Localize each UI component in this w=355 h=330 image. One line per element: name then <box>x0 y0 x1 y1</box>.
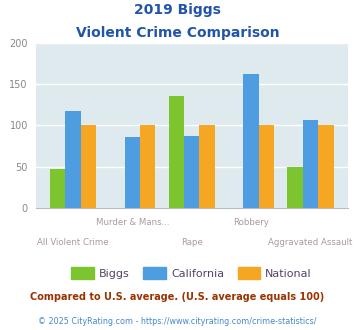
Bar <box>318 124 334 208</box>
Legend: Biggs, California, National: Biggs, California, National <box>67 263 316 283</box>
Text: Murder & Mans...: Murder & Mans... <box>95 218 169 227</box>
Bar <box>259 124 274 208</box>
Bar <box>50 169 65 208</box>
Bar <box>303 120 318 208</box>
Bar <box>184 136 200 208</box>
Bar <box>244 74 259 208</box>
Bar <box>81 124 96 208</box>
Text: Rape: Rape <box>181 238 203 247</box>
Bar <box>200 124 215 208</box>
Text: Aggravated Assault: Aggravated Assault <box>268 238 353 247</box>
Bar <box>169 96 184 208</box>
Text: All Violent Crime: All Violent Crime <box>37 238 109 247</box>
Text: Robbery: Robbery <box>233 218 269 227</box>
Bar <box>287 168 303 208</box>
Bar <box>140 124 155 208</box>
Bar <box>65 111 81 208</box>
Text: © 2025 CityRating.com - https://www.cityrating.com/crime-statistics/: © 2025 CityRating.com - https://www.city… <box>38 317 317 326</box>
Text: Violent Crime Comparison: Violent Crime Comparison <box>76 26 279 40</box>
Text: 2019 Biggs: 2019 Biggs <box>134 3 221 17</box>
Text: Compared to U.S. average. (U.S. average equals 100): Compared to U.S. average. (U.S. average … <box>31 292 324 302</box>
Bar <box>125 137 140 208</box>
